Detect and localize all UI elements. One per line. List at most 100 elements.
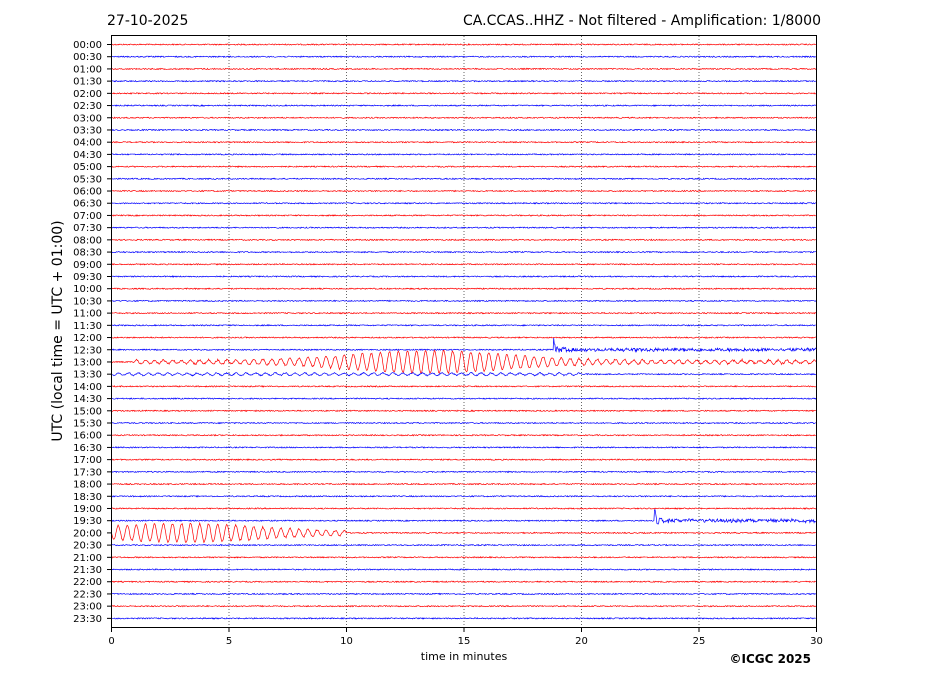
x-tick-label-0: 0: [108, 636, 114, 647]
trace-row-0100: [111, 67, 817, 71]
row-label: 10:30: [73, 296, 102, 307]
trace-row-1130: [111, 324, 816, 327]
x-tick-label-10: 10: [340, 636, 353, 647]
row-label: 15:00: [73, 406, 102, 417]
trace-row-1930: [111, 509, 817, 525]
trace-row-2000: [111, 521, 817, 544]
trace-row-1330: [111, 371, 817, 377]
trace-row-0230: [111, 104, 817, 107]
row-label: 23:30: [73, 614, 102, 625]
row-label: 13:30: [73, 370, 102, 381]
trace-row-0330: [111, 128, 817, 132]
row-label: 00:30: [73, 52, 102, 63]
row-label: 18:30: [73, 492, 102, 503]
trace-row-1800: [111, 482, 816, 486]
trace-row-2300: [111, 604, 817, 608]
x-tick-label-20: 20: [575, 636, 588, 647]
row-label: 02:00: [73, 89, 102, 100]
row-label: 06:30: [73, 199, 102, 210]
trace-row-1630: [111, 446, 817, 449]
row-label: 21:30: [73, 565, 102, 576]
row-label: 09:30: [73, 272, 102, 283]
trace-row-0630: [111, 201, 817, 205]
row-label: 22:30: [73, 589, 102, 600]
row-label: 10:00: [73, 284, 102, 295]
row-label: 11:00: [73, 309, 102, 320]
row-label: 07:00: [73, 211, 102, 222]
row-label: 23:00: [73, 602, 102, 613]
trace-row-1730: [111, 470, 816, 474]
row-label: 16:30: [73, 443, 102, 454]
x-tick-label-5: 5: [226, 636, 232, 647]
trace-row-1500: [111, 409, 817, 413]
row-label: 11:30: [73, 321, 102, 332]
trace-row-0600: [111, 189, 817, 193]
trace-row-0800: [111, 238, 816, 242]
row-label: 12:00: [73, 333, 102, 344]
trace-row-0430: [111, 153, 816, 156]
trace-row-1300: [111, 349, 817, 375]
row-label: 17:00: [73, 455, 102, 466]
row-label: 09:00: [73, 260, 102, 271]
copyright-label: ©ICGC 2025: [729, 652, 811, 666]
trace-row-0530: [111, 177, 817, 181]
trace-row-1230: [111, 337, 817, 354]
station-title: CA.CCAS..HHZ - Not filtered - Amplificat…: [463, 13, 821, 29]
trace-row-0200: [111, 92, 816, 95]
row-label: 21:00: [73, 553, 102, 564]
trace-row-1000: [111, 287, 817, 291]
trace-row-1530: [111, 421, 816, 425]
trace-row-0930: [111, 275, 817, 278]
trace-row-1200: [111, 336, 816, 339]
row-label: 22:00: [73, 577, 102, 588]
trace-row-0030: [111, 55, 817, 59]
row-label: 20:00: [73, 528, 102, 539]
trace-row-0700: [111, 214, 817, 217]
row-label: 18:00: [73, 480, 102, 491]
row-label: 02:30: [73, 101, 102, 112]
trace-row-0730: [111, 226, 816, 229]
row-label: 12:30: [73, 345, 102, 356]
row-label: 08:00: [73, 235, 102, 246]
row-label: 08:30: [73, 248, 102, 259]
trace-row-1430: [111, 397, 817, 400]
trace-row-0500: [111, 165, 817, 168]
trace-row-1030: [111, 299, 817, 303]
y-axis-label: UTC (local time = UTC + 01:00): [50, 220, 66, 441]
row-label: 06:00: [73, 187, 102, 198]
trace-row-1100: [111, 311, 817, 315]
row-label: 19:30: [73, 516, 102, 527]
x-tick-label-25: 25: [693, 636, 706, 647]
row-label: 05:30: [73, 174, 102, 185]
row-label: 14:00: [73, 382, 102, 393]
row-label: 03:00: [73, 113, 102, 124]
trace-row-0300: [111, 116, 817, 120]
row-label: 03:30: [73, 125, 102, 136]
trace-row-2230: [111, 592, 817, 596]
row-label: 04:30: [73, 150, 102, 161]
trace-row-1700: [111, 458, 817, 462]
trace-row-1600: [111, 433, 816, 437]
row-label: 15:30: [73, 419, 102, 430]
x-tick-label-30: 30: [810, 636, 823, 647]
trace-row-0000: [111, 43, 817, 46]
trace-row-2130: [111, 568, 817, 571]
row-label: 01:30: [73, 77, 102, 88]
x-axis-ticks: 0 5 10 15 20 25 30: [108, 627, 823, 647]
row-label: 07:30: [73, 223, 102, 234]
row-label: 14:30: [73, 394, 102, 405]
trace-row-0400: [111, 140, 817, 144]
row-label: 20:30: [73, 541, 102, 552]
x-tick-label-15: 15: [458, 636, 471, 647]
row-label: 05:00: [73, 162, 102, 173]
row-label: 04:00: [73, 138, 102, 149]
trace-row-2330: [111, 617, 816, 620]
trace-row-0900: [111, 263, 817, 266]
trace-row-2030: [111, 543, 816, 547]
trace-row-2200: [111, 580, 816, 584]
row-label: 00:00: [73, 40, 102, 51]
row-label: 17:30: [73, 467, 102, 478]
plot-frame: [111, 35, 817, 628]
